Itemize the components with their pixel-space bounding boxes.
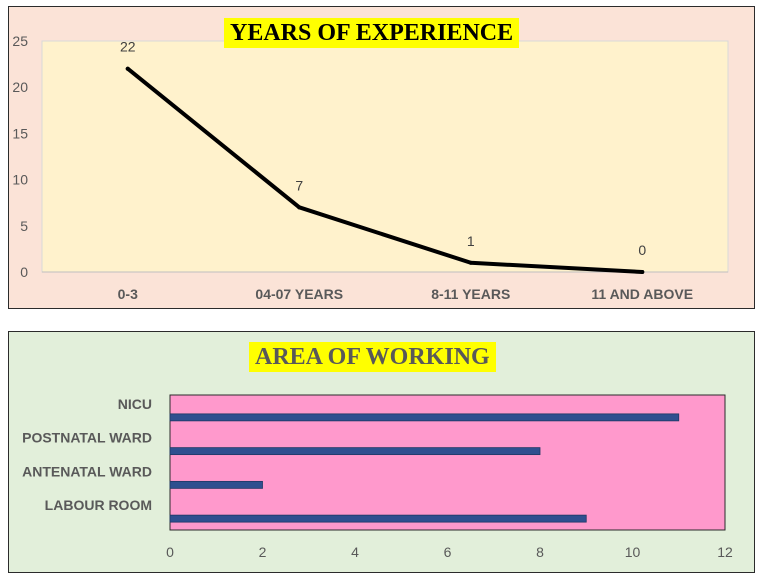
bar [169, 514, 587, 523]
data-label: 7 [295, 177, 303, 193]
x-tick-label: 0-3 [118, 286, 138, 302]
y-tick-label: 20 [12, 79, 28, 95]
y-category-label: NICU [118, 396, 152, 412]
experience-chart-title: YEARS OF EXPERIENCE [224, 18, 520, 48]
data-point [297, 205, 302, 210]
bar [169, 480, 263, 489]
y-tick-label: 25 [12, 33, 28, 49]
x-tick-label: 8 [536, 544, 544, 560]
x-tick-label: 4 [351, 544, 359, 560]
y-tick-label: 5 [20, 218, 28, 234]
data-label: 22 [120, 39, 136, 55]
y-category-label: ANTENATAL WARD [22, 463, 152, 479]
x-tick-label: 10 [625, 544, 641, 560]
x-tick-label: 12 [717, 544, 733, 560]
data-label: 0 [638, 242, 646, 258]
y-tick-label: 10 [12, 172, 28, 188]
x-tick-label: 11 AND ABOVE [591, 286, 693, 302]
x-tick-label: 04-07 YEARS [255, 286, 343, 302]
y-category-label: POSTNATAL WARD [22, 430, 152, 446]
y-tick-label: 15 [12, 125, 28, 141]
data-point [640, 270, 645, 274]
area-chart-title: AREA OF WORKING [249, 342, 496, 372]
data-point [468, 260, 473, 265]
x-tick-label: 8-11 YEARS [431, 286, 510, 302]
y-category-label: LABOUR ROOM [45, 497, 152, 513]
y-tick-label: 0 [20, 264, 28, 280]
x-tick-label: 0 [166, 544, 174, 560]
series-line [125, 66, 645, 274]
data-point [125, 66, 130, 71]
data-label: 1 [467, 233, 475, 249]
x-tick-label: 6 [444, 544, 452, 560]
bar [169, 413, 680, 422]
x-tick-label: 2 [259, 544, 267, 560]
bar [169, 447, 541, 456]
